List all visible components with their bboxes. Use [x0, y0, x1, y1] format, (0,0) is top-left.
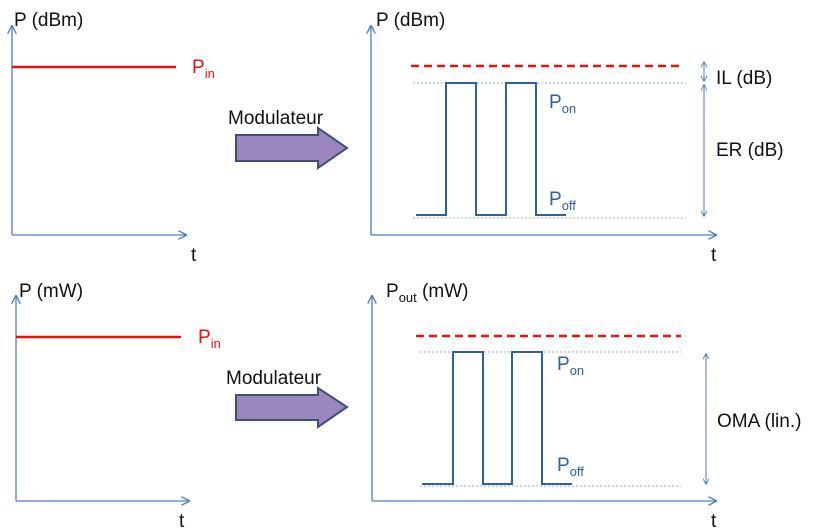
bottom-oma-label: OMA (lin.) — [717, 411, 801, 432]
bottom-poff-label: Poff — [557, 455, 584, 479]
bottom-pon-label: Pon — [557, 354, 584, 378]
top-output-axes — [371, 26, 716, 235]
top-er-label: ER (dB) — [716, 140, 784, 161]
bottom-input-y-label: P (mW) — [19, 281, 83, 302]
top-input-axes — [12, 26, 186, 235]
top-modulator-arrow — [235, 126, 349, 170]
bottom-modulator-arrow — [235, 386, 349, 429]
bottom-output-x-label: t — [711, 511, 717, 532]
top-input-y-label: P (dBm) — [14, 10, 83, 31]
bottom-modulator-label: Modulateur — [226, 368, 322, 389]
bottom-input-level-label: Pin — [198, 327, 221, 351]
top-pon-label: Pon — [549, 92, 576, 116]
top-output-x-label: t — [711, 245, 717, 266]
top-modulator-label: Modulateur — [228, 108, 324, 129]
top-il-label: IL (dB) — [716, 68, 772, 89]
top-output-y-label: P (dBm) — [376, 10, 445, 31]
top-poff-label: Poff — [549, 189, 576, 213]
bottom-input-axes — [16, 296, 189, 501]
top-modulated-signal — [416, 82, 566, 216]
top-input-x-label: t — [191, 245, 197, 266]
top-input-level-label: Pin — [192, 57, 215, 81]
bottom-input-x-label: t — [179, 511, 185, 532]
bottom-output-y-label: Pout (mW) — [386, 281, 468, 305]
bottom-modulated-signal — [422, 351, 572, 485]
bottom-output-axes — [372, 296, 716, 501]
